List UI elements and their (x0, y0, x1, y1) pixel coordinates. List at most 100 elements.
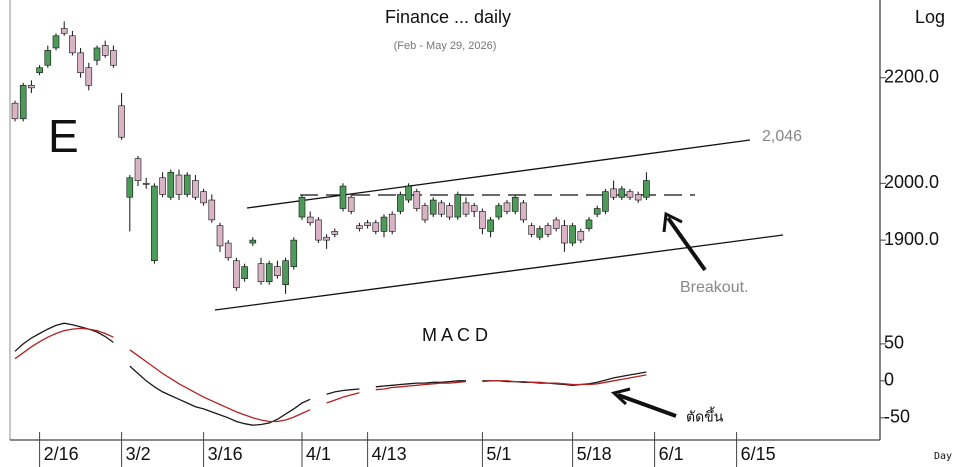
trend-line (246, 139, 751, 209)
candle-body (93, 47, 101, 61)
candle-body (585, 219, 593, 229)
candle-body (364, 222, 371, 226)
candle-body (446, 205, 453, 218)
candle-body (421, 205, 429, 221)
y-tick-label: 2000.0 (884, 172, 939, 192)
candle-body (126, 177, 134, 198)
candle-body (429, 199, 437, 215)
candle-body (101, 45, 109, 56)
candle-body (142, 183, 150, 185)
candle-body (44, 50, 52, 66)
candle-body (224, 242, 232, 259)
candle-body (503, 202, 511, 212)
candle-body (298, 196, 306, 218)
annotation: E (48, 110, 79, 162)
arrow-head (662, 211, 683, 233)
x-tick-label: 5/1 (486, 444, 511, 464)
x-tick-label: 3/16 (208, 444, 243, 464)
annotation: Breakout. (680, 279, 748, 296)
candle-body (282, 260, 289, 286)
x-axis-label: Day (934, 451, 952, 462)
candle-body (593, 208, 601, 215)
y-axis-label: Log (915, 7, 945, 27)
candle-body (151, 185, 158, 262)
candle-body (462, 202, 470, 215)
x-tick-label: 5/18 (577, 444, 612, 464)
candle-body (487, 219, 494, 232)
macd-line (14, 327, 647, 423)
candle-body (520, 202, 527, 221)
candle-body (569, 225, 576, 244)
candle-body (528, 225, 535, 235)
candle-body (643, 180, 650, 198)
candle-body (347, 196, 355, 212)
x-tick-label: 6/1 (659, 444, 684, 464)
candle-body (339, 185, 347, 209)
y-tick-label: 50 (884, 333, 904, 353)
candle-body (85, 67, 93, 86)
candle-body (610, 188, 617, 198)
candle-body (183, 174, 191, 195)
candle-body (380, 216, 388, 232)
candle-body (372, 222, 380, 232)
candle-body (118, 105, 125, 138)
candle-body (511, 196, 519, 212)
candle-body (175, 174, 183, 195)
x-tick-label: 2/16 (44, 444, 79, 464)
candle-body (454, 194, 462, 218)
candle-body (626, 191, 634, 198)
candle-body (413, 191, 421, 209)
candle-body (159, 177, 166, 195)
candle-body (552, 219, 560, 229)
chart-subtitle: (Feb - May 29, 2026) (394, 40, 497, 52)
candle-body (167, 171, 175, 198)
candle-body (249, 239, 257, 244)
candle-body (60, 28, 68, 34)
x-tick-label: 4/1 (306, 444, 331, 464)
y-tick-label: -50 (884, 407, 910, 427)
candle-body (388, 213, 396, 232)
candle-body (233, 260, 240, 289)
candle-body (77, 52, 84, 74)
candle-body (265, 263, 273, 282)
candle-body (290, 239, 298, 267)
arrow (617, 393, 677, 418)
candle-body (356, 225, 363, 229)
candle-body (618, 188, 626, 198)
macd-line (14, 322, 647, 426)
candle-body (192, 180, 199, 198)
candle-body (536, 228, 544, 238)
candle-body (479, 211, 486, 229)
candle-body (52, 35, 60, 49)
candle-body (602, 191, 609, 212)
annotation: ตัดขึ้น (686, 407, 724, 425)
candle-body (470, 205, 478, 212)
x-tick-label: 6/15 (741, 444, 776, 464)
candle-body (405, 185, 412, 201)
candle-body (323, 236, 330, 241)
candle-body (577, 231, 585, 241)
x-tick-label: 3/2 (126, 444, 151, 464)
candle-body (241, 266, 248, 279)
candle-body (331, 231, 339, 235)
candle-body (11, 102, 19, 120)
candle-body (544, 225, 552, 235)
candle-body (306, 216, 314, 224)
x-tick-label: 4/13 (372, 444, 407, 464)
candle-body (397, 194, 404, 212)
arrow (666, 216, 707, 272)
candle-body (200, 191, 207, 204)
arrow-head (610, 387, 631, 406)
chart-title: Finance ... daily (385, 7, 511, 27)
panel-title: M A C D (422, 325, 488, 345)
candle-body (19, 85, 27, 120)
candle-body (134, 158, 142, 181)
candle-body (36, 67, 43, 74)
candle-body (561, 225, 568, 244)
candle-body (28, 85, 35, 89)
trend-line (214, 234, 784, 311)
candle-body (438, 202, 445, 215)
y-tick-label: 2200.0 (884, 67, 939, 87)
candle-body (208, 199, 216, 221)
